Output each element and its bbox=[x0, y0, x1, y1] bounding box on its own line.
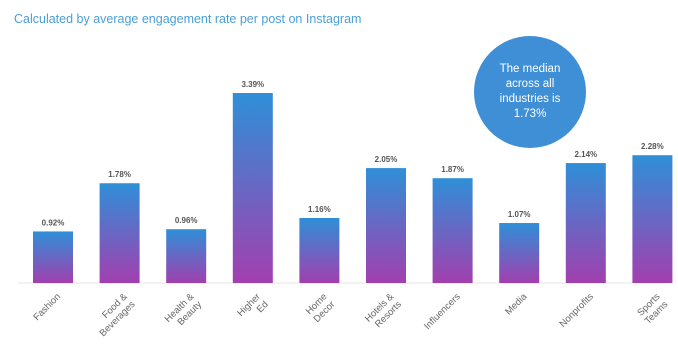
bar-3 bbox=[232, 93, 273, 283]
category-label-0: Fashion bbox=[31, 291, 63, 323]
data-label-9: 2.28% bbox=[641, 142, 664, 151]
category-label-line: Nonprofits bbox=[558, 291, 597, 330]
category-label-5: Hotels &Resorts bbox=[363, 291, 404, 332]
bar-5 bbox=[366, 168, 406, 283]
category-label-9: SportsTeams bbox=[635, 291, 671, 327]
category-label-line: Media bbox=[503, 291, 530, 318]
category-label-2: Health &Beauty bbox=[163, 291, 205, 333]
data-label-7: 1.07% bbox=[508, 210, 531, 219]
category-label-6: Influencers bbox=[422, 291, 463, 332]
bar-8 bbox=[565, 163, 606, 283]
category-label-4: HomeDecor bbox=[304, 291, 337, 324]
median-callout: The median across all industries is 1.73… bbox=[474, 36, 586, 148]
data-label-1: 1.78% bbox=[108, 170, 131, 179]
bar-1 bbox=[99, 183, 140, 283]
category-label-line: Fashion bbox=[31, 291, 63, 323]
median-callout-text: The median across all industries is 1.73… bbox=[499, 63, 561, 120]
data-label-2: 0.96% bbox=[175, 216, 198, 225]
bar-7 bbox=[499, 223, 540, 283]
bar-2 bbox=[166, 229, 207, 283]
category-label-1: Food &Beverages bbox=[90, 291, 138, 339]
data-label-5: 2.05% bbox=[375, 155, 398, 164]
category-label-8: Nonprofits bbox=[558, 291, 597, 330]
category-label-7: Media bbox=[503, 291, 530, 318]
bar-9 bbox=[632, 155, 673, 283]
chart-subtitle: Calculated by average engagement rate pe… bbox=[14, 12, 362, 26]
data-label-4: 1.16% bbox=[308, 205, 331, 214]
category-label-line: Influencers bbox=[422, 291, 463, 332]
bar-4 bbox=[299, 217, 340, 283]
data-label-6: 1.87% bbox=[441, 165, 464, 174]
data-label-3: 3.39% bbox=[241, 80, 264, 89]
category-label-3: HigherEd bbox=[235, 291, 270, 326]
bar-6 bbox=[432, 178, 473, 283]
data-label-8: 2.14% bbox=[574, 150, 597, 159]
data-label-0: 0.92% bbox=[42, 218, 65, 227]
bar-0 bbox=[33, 231, 73, 283]
